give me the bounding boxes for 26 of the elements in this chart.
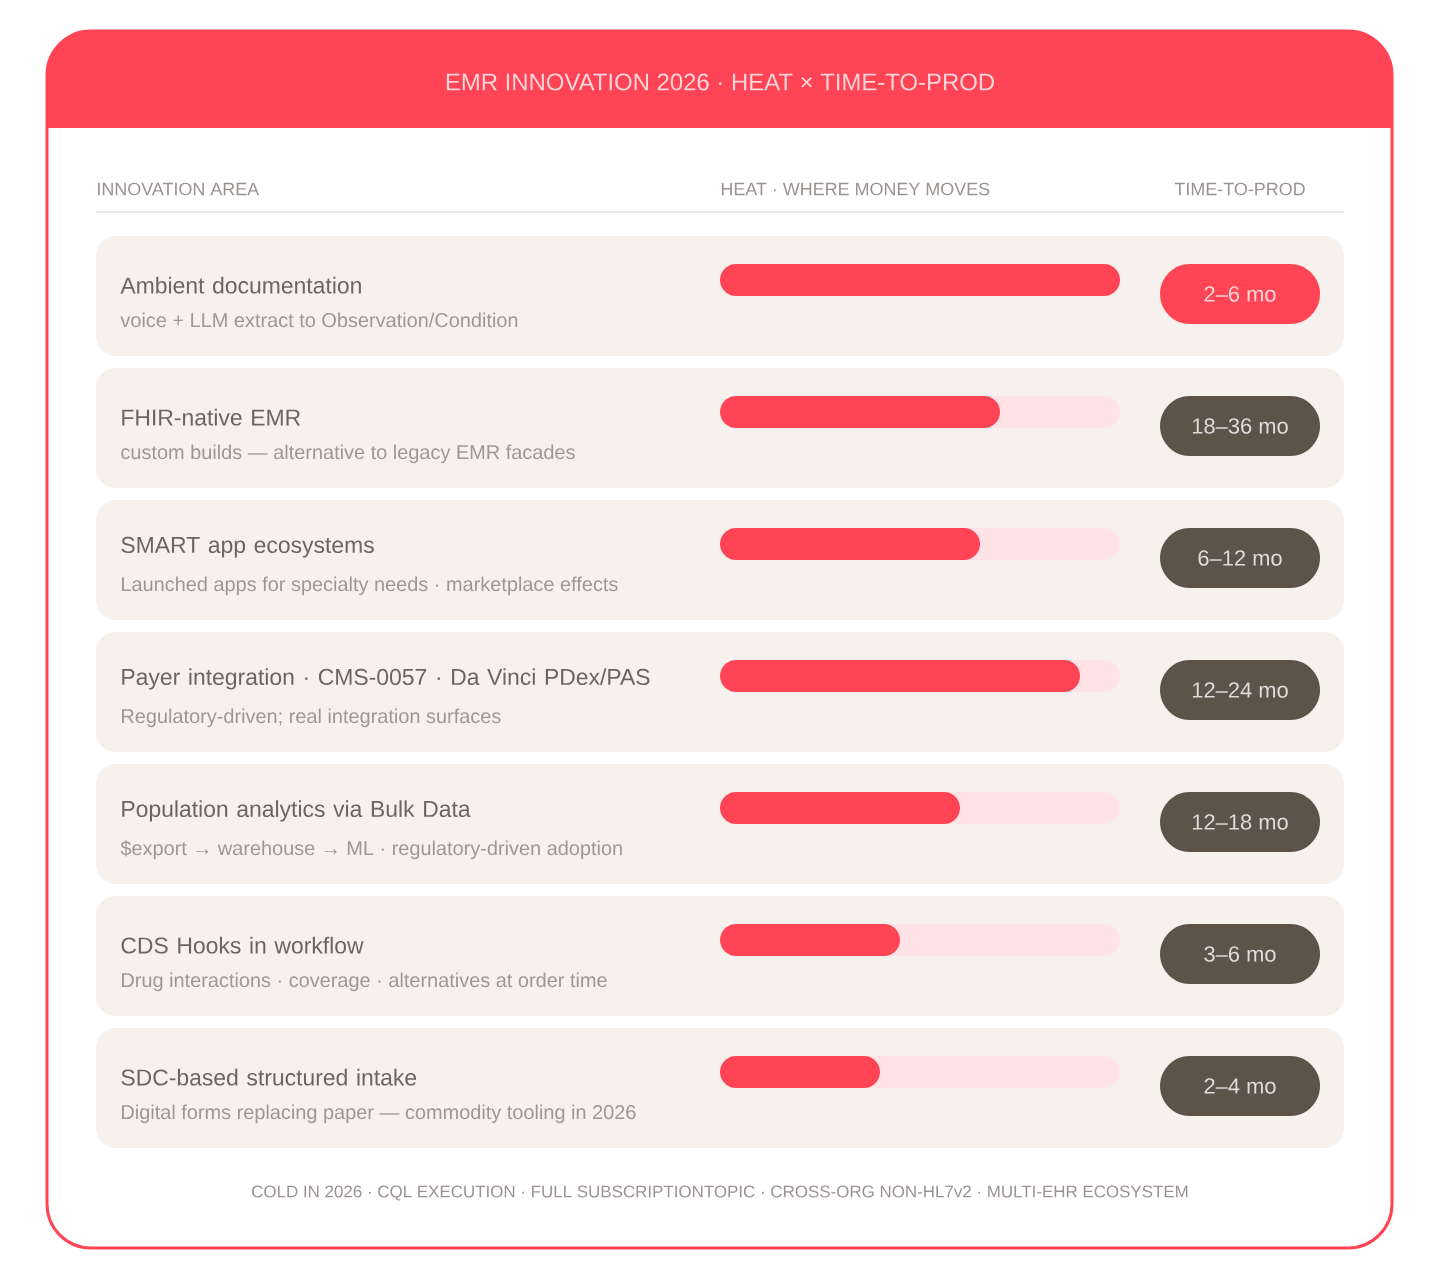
text: COLD IN 2026 · CQL EXECUTION · FULL SUBSCRIPTIONTOPIC · CROSS-ORG NON-HL7v2 · MULTI-EHR ECOSYSTEM — [252, 1185, 1188, 1201]
y-tick-label: CDS Hooks in workflow — [121, 936, 364, 954]
text: 2–6 mo — [1204, 286, 1276, 302]
y-tick-label: Ambient documentation — [120, 276, 361, 294]
y-tick-label: SMART app ecosystems — [121, 536, 374, 558]
text: 18–36 mo — [1192, 418, 1288, 434]
text: Drug interactions · coverage · alternatives at order time — [122, 972, 607, 992]
text: 12–18 mo — [1192, 814, 1288, 830]
text: TIME-TO-PROD — [1174, 182, 1305, 196]
y-tick-label: Population analytics via Bulk Data — [122, 800, 471, 822]
x-axis-title: HEAT · WHERE MONEY MOVES — [721, 182, 990, 196]
y-tick-label: FHIR-native EMR — [122, 408, 301, 426]
text: 3–6 mo — [1204, 946, 1276, 962]
text: Regulatory-driven; real integration surfaces — [122, 708, 501, 728]
text: custom builds — alternative to legacy EMR facades — [121, 444, 575, 464]
y-tick-label: SDC-based structured intake — [121, 1068, 417, 1086]
text: 12–24 mo — [1192, 682, 1288, 698]
text: voice + LLM extract to Observation/Condition — [120, 312, 518, 328]
text: 2–4 mo — [1204, 1078, 1276, 1094]
y-axis-title: INNOVATION AREA — [98, 182, 260, 196]
text: 6–12 mo — [1198, 550, 1282, 566]
chart-title: EMR INNOVATION 2026 · HEAT × TIME-TO-PROD — [446, 73, 994, 91]
text: Launched apps for specialty needs · marketplace effects — [122, 576, 618, 596]
text: Digital forms replacing paper — commodity tooling in 2026 — [122, 1104, 636, 1124]
y-tick-label: Payer integration · CMS-0057 · Da Vinci PDex/PAS — [122, 668, 650, 690]
text: $export → warehouse → ML · regulatory-driven adoption — [120, 840, 622, 860]
